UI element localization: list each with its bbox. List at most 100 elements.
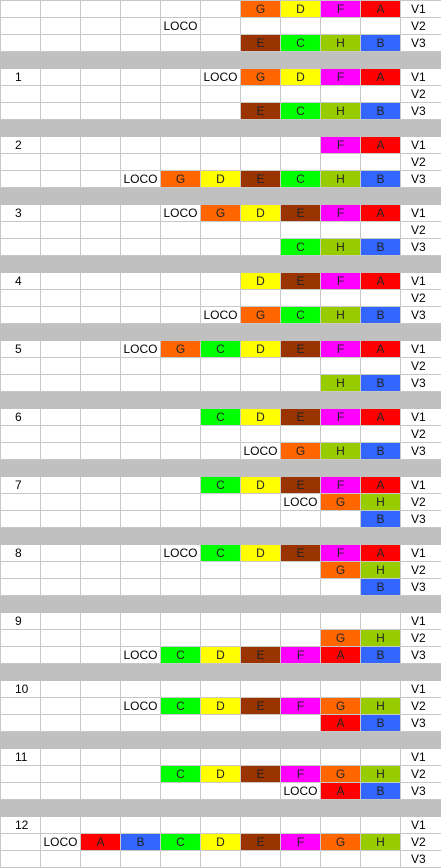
wagon-e-cell[interactable]: E <box>240 34 281 52</box>
grid-cell[interactable] <box>40 17 81 35</box>
locomotive-cell[interactable]: LOCO <box>120 170 161 188</box>
grid-cell[interactable] <box>80 17 121 35</box>
grid-cell[interactable] <box>320 17 361 35</box>
grid-cell[interactable] <box>200 680 241 698</box>
wagon-d-cell[interactable]: D <box>240 408 281 426</box>
grid-cell[interactable] <box>200 561 241 579</box>
track-label[interactable]: V3 <box>400 170 441 188</box>
wagon-e-cell[interactable]: E <box>240 765 281 783</box>
grid-cell[interactable] <box>80 510 121 528</box>
grid-cell[interactable] <box>80 646 121 664</box>
grid-cell[interactable] <box>160 680 201 698</box>
grid-cell[interactable] <box>40 578 81 596</box>
grid-cell[interactable] <box>80 748 121 766</box>
grid-cell[interactable] <box>160 629 201 647</box>
grid-cell[interactable] <box>160 714 201 732</box>
grid-cell[interactable] <box>40 170 81 188</box>
step-label[interactable]: 11 <box>0 748 41 766</box>
track-label[interactable]: V1 <box>400 272 441 290</box>
step-label[interactable]: 10 <box>0 680 41 698</box>
grid-cell[interactable] <box>320 289 361 307</box>
wagon-f-cell[interactable]: F <box>280 697 321 715</box>
locomotive-cell[interactable]: LOCO <box>240 442 281 460</box>
grid-cell[interactable] <box>0 238 41 256</box>
grid-cell[interactable] <box>0 425 41 443</box>
grid-cell[interactable] <box>80 680 121 698</box>
wagon-c-cell[interactable]: C <box>200 476 241 494</box>
track-label[interactable]: V2 <box>400 357 441 375</box>
grid-cell[interactable] <box>80 493 121 511</box>
wagon-h-cell[interactable]: H <box>360 765 401 783</box>
wagon-f-cell[interactable]: F <box>280 833 321 851</box>
track-label[interactable]: V3 <box>400 238 441 256</box>
grid-cell[interactable] <box>120 425 161 443</box>
grid-cell[interactable] <box>320 510 361 528</box>
grid-cell[interactable] <box>160 289 201 307</box>
grid-cell[interactable] <box>120 578 161 596</box>
grid-cell[interactable] <box>40 850 81 868</box>
grid-cell[interactable] <box>320 357 361 375</box>
grid-cell[interactable] <box>200 221 241 239</box>
grid-cell[interactable] <box>0 646 41 664</box>
grid-cell[interactable] <box>360 425 401 443</box>
wagon-c-cell[interactable]: C <box>280 102 321 120</box>
grid-cell[interactable] <box>160 476 201 494</box>
grid-cell[interactable] <box>360 612 401 630</box>
wagon-c-cell[interactable]: C <box>280 34 321 52</box>
grid-cell[interactable] <box>40 748 81 766</box>
wagon-e-cell[interactable]: E <box>240 833 281 851</box>
grid-cell[interactable] <box>40 289 81 307</box>
wagon-b-cell[interactable]: B <box>120 833 161 851</box>
grid-cell[interactable] <box>120 34 161 52</box>
track-label[interactable]: V3 <box>400 782 441 800</box>
wagon-g-cell[interactable]: G <box>320 697 361 715</box>
locomotive-cell[interactable]: LOCO <box>160 544 201 562</box>
wagon-g-cell[interactable]: G <box>320 765 361 783</box>
wagon-a-cell[interactable]: A <box>360 272 401 290</box>
grid-cell[interactable] <box>0 765 41 783</box>
grid-cell[interactable] <box>80 765 121 783</box>
track-label[interactable]: V2 <box>400 17 441 35</box>
wagon-a-cell[interactable]: A <box>360 0 401 18</box>
wagon-d-cell[interactable]: D <box>240 272 281 290</box>
grid-cell[interactable] <box>200 17 241 35</box>
grid-cell[interactable] <box>200 85 241 103</box>
wagon-d-cell[interactable]: D <box>240 204 281 222</box>
track-label[interactable]: V1 <box>400 748 441 766</box>
grid-cell[interactable] <box>0 714 41 732</box>
grid-cell[interactable] <box>240 221 281 239</box>
grid-cell[interactable] <box>240 816 281 834</box>
grid-cell[interactable] <box>160 357 201 375</box>
wagon-b-cell[interactable]: B <box>360 714 401 732</box>
grid-cell[interactable] <box>160 102 201 120</box>
grid-cell[interactable] <box>160 578 201 596</box>
grid-cell[interactable] <box>40 306 81 324</box>
grid-cell[interactable] <box>40 561 81 579</box>
grid-cell[interactable] <box>40 204 81 222</box>
track-label[interactable]: V3 <box>400 646 441 664</box>
grid-cell[interactable] <box>80 136 121 154</box>
locomotive-cell[interactable]: LOCO <box>200 306 241 324</box>
grid-cell[interactable] <box>120 85 161 103</box>
grid-cell[interactable] <box>280 374 321 392</box>
grid-cell[interactable] <box>160 442 201 460</box>
wagon-a-cell[interactable]: A <box>320 714 361 732</box>
grid-cell[interactable] <box>160 34 201 52</box>
wagon-g-cell[interactable]: G <box>200 204 241 222</box>
grid-cell[interactable] <box>0 102 41 120</box>
track-label[interactable]: V1 <box>400 680 441 698</box>
step-label[interactable]: 3 <box>0 204 41 222</box>
grid-cell[interactable] <box>120 289 161 307</box>
grid-cell[interactable] <box>0 782 41 800</box>
step-label[interactable]: 8 <box>0 544 41 562</box>
grid-cell[interactable] <box>40 374 81 392</box>
wagon-f-cell[interactable]: F <box>320 272 361 290</box>
grid-cell[interactable] <box>120 561 161 579</box>
wagon-g-cell[interactable]: G <box>240 0 281 18</box>
grid-cell[interactable] <box>240 850 281 868</box>
grid-cell[interactable] <box>200 425 241 443</box>
grid-cell[interactable] <box>120 748 161 766</box>
grid-cell[interactable] <box>280 714 321 732</box>
grid-cell[interactable] <box>240 357 281 375</box>
locomotive-cell[interactable]: LOCO <box>280 493 321 511</box>
